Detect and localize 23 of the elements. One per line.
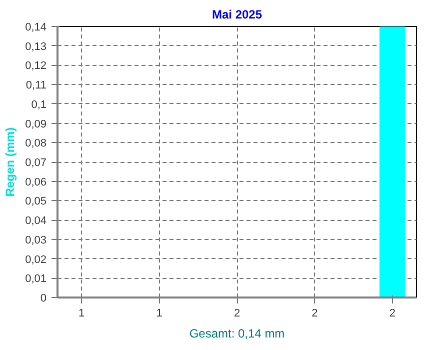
- y-tick-label: 0,12: [25, 60, 47, 72]
- y-tick-label: 0,02: [25, 254, 47, 266]
- y-tick-label: 0,07: [25, 157, 47, 169]
- y-tick-label: 0,1: [31, 98, 47, 111]
- y-tick-label: 0,03: [25, 234, 47, 246]
- text: Gesamt: 0,14 mm: [189, 326, 285, 340]
- y-tick-label: 0: [40, 292, 47, 304]
- x-tick-label: 2: [234, 308, 240, 320]
- chart-title: Mai 2025: [212, 8, 262, 22]
- y-tick-label: 0,01: [25, 273, 47, 286]
- x-tick-label: 1: [156, 308, 162, 320]
- y-tick-label: 0,11: [26, 80, 46, 92]
- x-tick-label: 2: [312, 308, 318, 320]
- y-tick-label: 0,13: [25, 40, 47, 53]
- x-tick-label: 1: [78, 308, 85, 320]
- y-tick-label: 0,04: [25, 215, 47, 228]
- y-axis-title: Regen (mm): [3, 127, 18, 197]
- y-tick-label: 0,09: [25, 118, 47, 130]
- y-tick-label: 0,14: [25, 22, 47, 34]
- y-tick-label: 0,08: [25, 138, 47, 150]
- y-tick-label: 0,05: [25, 196, 47, 208]
- y-tick-label: 0,06: [25, 176, 47, 188]
- x-tick-label: 2: [389, 308, 396, 320]
